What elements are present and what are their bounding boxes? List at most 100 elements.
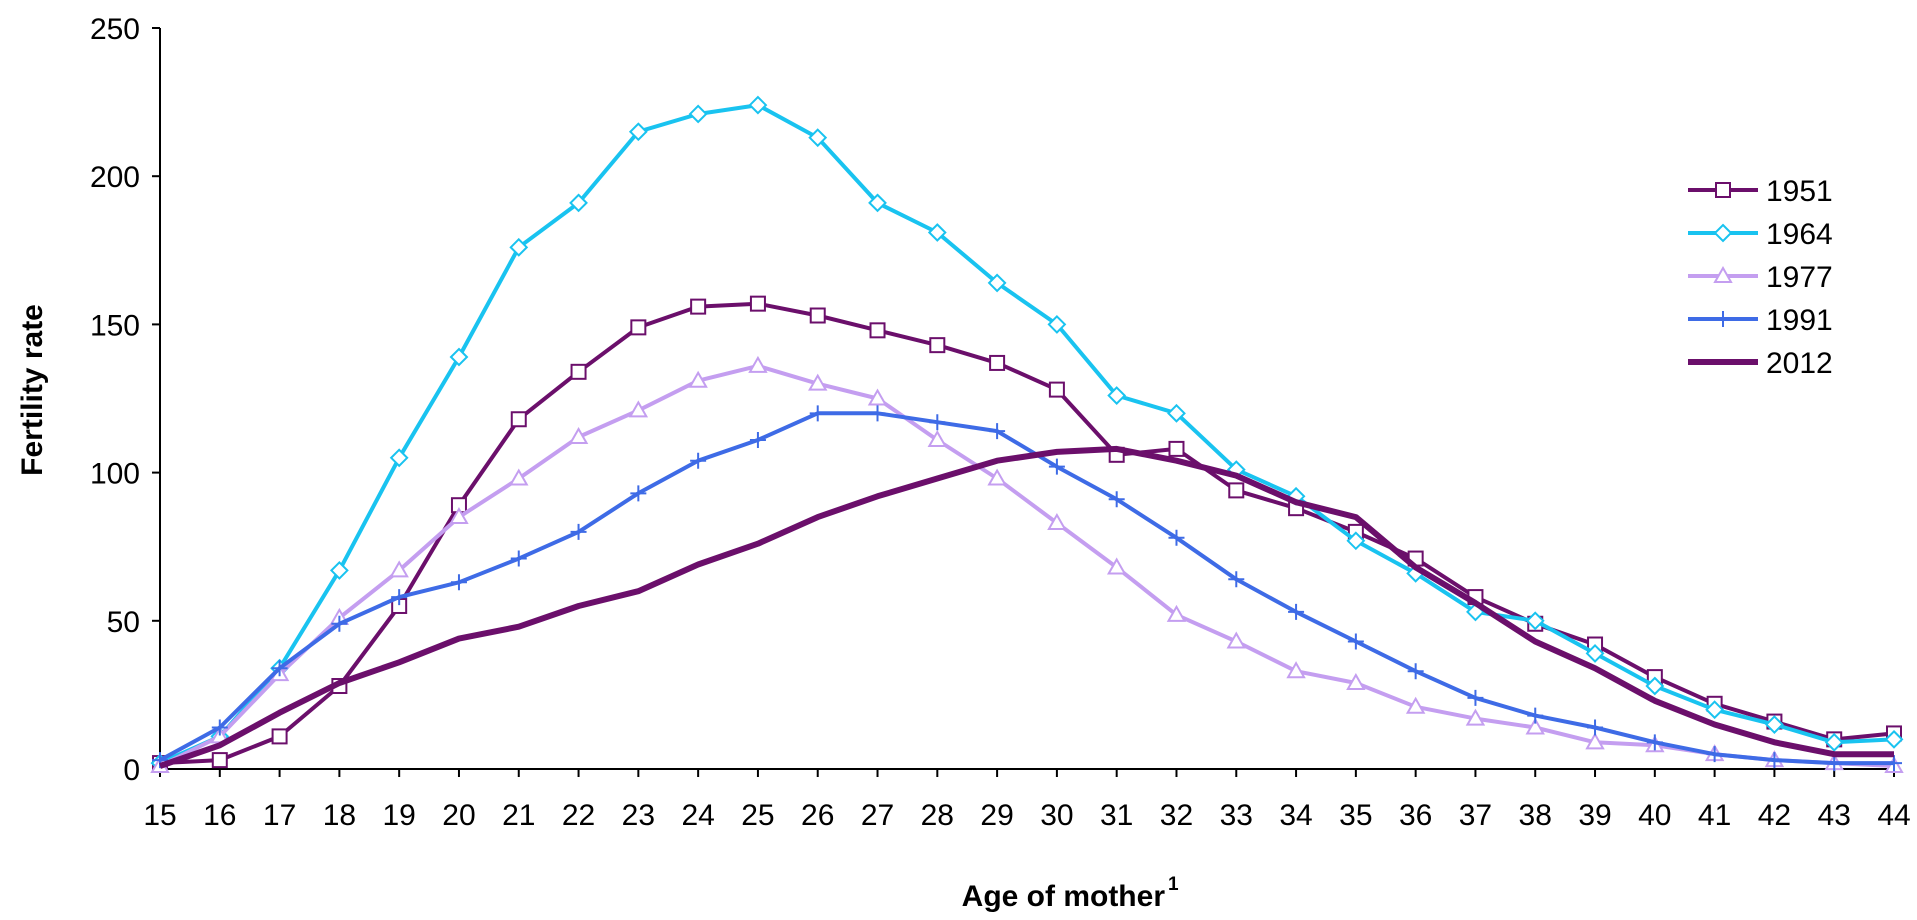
data-point-marker [271,728,288,745]
data-point-marker [1346,531,1366,551]
data-point-marker [509,468,529,486]
legend-label: 2012 [1766,347,1833,380]
data-point-marker [211,719,228,736]
data-point-marker [1167,403,1186,423]
data-point-marker [449,347,469,367]
data-point-marker [1824,732,1844,752]
data-point-marker [1527,707,1544,724]
data-point-marker [989,423,1006,440]
series-line [159,363,1895,768]
data-point-marker [510,411,527,428]
legend: 1951 1964 1977 1991 2012 [1688,175,1833,380]
x-tick-label: 41 [1698,799,1731,832]
data-point-marker [1286,661,1306,679]
x-tick-label: 31 [1100,799,1133,832]
data-point-marker [868,193,887,213]
data-point-marker [1467,689,1484,706]
x-tick-label: 19 [382,799,415,832]
x-axis-title: Age of mother [962,880,1166,913]
data-point-marker [809,307,826,324]
legend-item-1951: 1951 [1688,175,1833,208]
data-point-marker [927,223,947,242]
series-1977 [150,355,1904,774]
data-point-marker [569,193,588,213]
x-tick-label: 39 [1578,799,1611,832]
x-axis-title-superscript: 1 [1168,874,1179,895]
data-point-marker [1346,673,1366,691]
data-point-marker [1047,314,1067,334]
data-point-marker [570,363,587,380]
data-point-marker [987,468,1007,486]
data-point-marker [690,452,707,469]
y-tick-label: 150 [90,309,140,342]
data-point-marker [1168,440,1185,457]
x-tick-label: 21 [502,799,535,832]
data-point-marker [1715,311,1731,327]
legend-label: 1991 [1766,304,1833,337]
x-tick-label: 22 [562,799,595,832]
x-tick-label: 27 [861,799,894,832]
data-point-marker [1228,482,1245,499]
x-tick-label: 36 [1399,799,1432,832]
series-line [159,411,1894,766]
legend-item-1964: 1964 [1688,218,1833,251]
x-tick-label: 29 [980,799,1013,832]
y-tick-label: 50 [107,606,140,639]
x-tick-label: 26 [801,799,834,832]
data-point-marker [929,414,946,431]
data-point-marker [1108,491,1125,508]
x-tick-label: 23 [622,799,655,832]
x-tick-label: 40 [1638,799,1671,832]
y-axis: 0 50 100 150 200 250 [90,13,161,787]
x-tick-label: 24 [681,799,714,832]
data-point-marker [450,574,467,591]
x-tick-label: 17 [263,799,296,832]
data-point-marker [987,273,1007,293]
series-1964 [150,95,1904,773]
x-tick-label: 42 [1758,799,1791,832]
data-point-marker [391,589,408,606]
legend-item-1977: 1977 [1688,261,1833,294]
data-point-marker [1347,633,1364,650]
data-point-marker [688,370,708,388]
x-tick-label: 15 [143,799,176,832]
data-point-marker [1764,715,1784,734]
x-tick-label: 38 [1519,799,1552,832]
data-point-marker [1826,755,1843,772]
y-axis-title: Fertility rate [16,304,49,476]
data-point-marker [510,550,527,567]
series-line [159,445,1894,769]
x-tick-label: 34 [1279,799,1312,832]
data-point-marker [389,560,409,578]
x-tick-label: 32 [1160,799,1193,832]
data-point-marker [271,660,288,677]
data-point-marker [630,485,647,502]
data-point-marker [867,388,888,406]
data-point-marker [1645,676,1665,696]
x-tick-label: 44 [1877,799,1910,832]
data-point-marker [1166,604,1187,622]
data-point-marker [748,355,768,373]
data-point-marker [1587,719,1604,736]
data-point-marker [688,104,708,124]
data-point-marker [1168,529,1185,546]
data-point-marker [1713,265,1733,283]
data-point-marker [389,448,409,468]
x-tick-label: 30 [1040,799,1073,832]
y-tick-label: 250 [90,13,140,46]
legend-item-2012: 2012 [1688,347,1833,380]
data-point-marker [628,400,649,418]
data-point-marker [570,523,587,540]
data-point-marker [869,322,886,339]
data-point-marker [1407,663,1424,680]
data-point-marker [749,295,766,312]
data-point-marker [749,431,766,448]
data-point-marker [329,560,349,580]
data-point-marker [1884,729,1904,749]
data-point-marker [1766,752,1783,769]
data-point-marker [1047,512,1067,530]
data-point-marker [808,373,828,391]
data-point-marker [1705,700,1725,720]
data-point-marker [1288,603,1305,620]
data-point-marker [1048,381,1065,398]
